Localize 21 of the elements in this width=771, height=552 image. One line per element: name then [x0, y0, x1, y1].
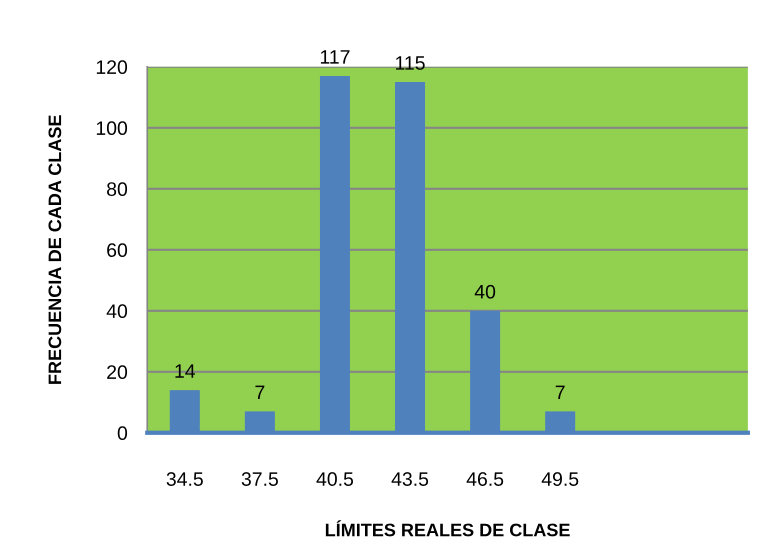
y-tick-label: 40 — [106, 304, 128, 318]
y-tick-label: 0 — [118, 426, 128, 440]
x-tick-label: 43.5 — [392, 472, 428, 486]
x-tick-label: 37.5 — [242, 472, 278, 486]
data-label: 7 — [556, 386, 565, 400]
x-axis-title: LÍMITES REALES DE CLASE — [326, 520, 570, 536]
data-label: 115 — [396, 56, 425, 70]
data-label: 117 — [320, 50, 350, 64]
x-tick-label: 34.5 — [166, 472, 203, 486]
data-label: 14 — [175, 364, 196, 378]
x-tick-label: 49.5 — [542, 472, 578, 486]
data-label: 7 — [255, 386, 264, 400]
y-tick-label: 60 — [107, 243, 128, 258]
y-tick-label: 80 — [107, 182, 128, 196]
y-axis-title: FRECUENCIA DE CADA CLASE — [48, 115, 62, 384]
y-tick-label: 120 — [96, 60, 128, 74]
y-tick-label: 20 — [107, 365, 128, 380]
data-label: 40 — [474, 284, 496, 299]
x-tick-label: 40.5 — [316, 472, 354, 486]
x-tick-label: 46.5 — [466, 472, 504, 486]
y-tick-label: 100 — [96, 121, 128, 136]
